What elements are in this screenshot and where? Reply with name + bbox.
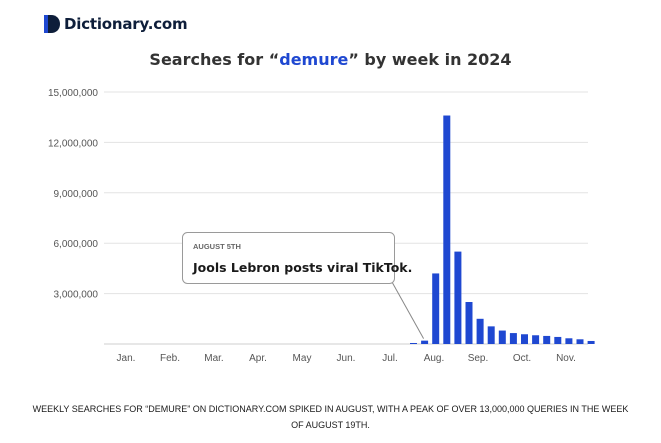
chart-title: Searches for “demure” by week in 2024 — [0, 50, 661, 69]
caption-line-2: OF AUGUST 19TH. — [291, 420, 370, 430]
bar — [487, 326, 495, 344]
y-tick-label: 9,000,000 — [54, 189, 99, 200]
y-tick-label: 3,000,000 — [54, 290, 99, 301]
figure-caption: WEEKLY SEARCHES FOR “DEMURE” ON DICTIONA… — [0, 401, 661, 433]
brand-name: Dictionary.com — [64, 15, 188, 33]
x-tick-label: Jan. — [117, 353, 136, 364]
bar — [532, 335, 540, 344]
chart-title-term: demure — [279, 50, 349, 69]
x-tick-label: Aug. — [424, 353, 445, 364]
y-tick-label: 6,000,000 — [54, 239, 99, 250]
bar — [432, 273, 440, 344]
bar — [509, 333, 517, 344]
bar — [565, 338, 573, 344]
x-tick-label: Jul. — [382, 353, 398, 364]
chart-title-suffix: ” by week in 2024 — [348, 50, 512, 69]
bar — [465, 302, 473, 344]
bar — [476, 318, 484, 344]
chart-title-prefix: Searches for “ — [149, 50, 280, 69]
bar — [554, 336, 562, 344]
annotation-box — [182, 232, 395, 284]
y-tick-label: 12,000,000 — [48, 138, 98, 149]
annotation-leader-line — [391, 281, 425, 339]
x-tick-label: Oct. — [513, 353, 531, 364]
bar — [443, 115, 451, 345]
bar — [576, 339, 584, 344]
x-tick-label: Apr. — [249, 353, 267, 364]
bar — [410, 342, 417, 344]
x-tick-label: Mar. — [204, 353, 223, 364]
bar — [543, 335, 551, 344]
dictionary-d-icon — [44, 15, 60, 33]
bar — [498, 330, 506, 344]
bar-chart: 15,000,000 12,000,000 9,000,000 6,000,000 3,… — [48, 88, 595, 364]
x-tick-label: Jun. — [337, 353, 356, 364]
bar — [521, 334, 528, 344]
bar — [421, 340, 429, 344]
y-tick-label: 15,000,000 — [48, 88, 98, 99]
brand-logo[interactable]: Dictionary.com — [44, 15, 188, 33]
x-tick-label: Feb. — [160, 353, 180, 364]
annotation-date: AUGUST 5TH — [193, 242, 241, 251]
x-tick-label: Nov. — [556, 353, 576, 364]
bar — [454, 251, 462, 344]
x-tick-label: May — [293, 353, 312, 364]
caption-line-1: WEEKLY SEARCHES FOR “DEMURE” ON DICTIONA… — [32, 404, 629, 414]
annotation-text: Jools Lebron posts viral TikTok. — [192, 260, 412, 275]
x-tick-label: Sep. — [468, 353, 489, 364]
bar — [587, 340, 595, 344]
